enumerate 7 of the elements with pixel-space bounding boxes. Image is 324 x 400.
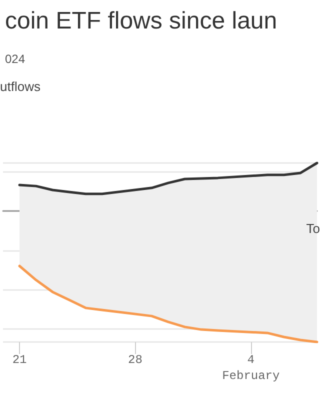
annotation: To — [306, 221, 320, 236]
x-tick-label: 28 — [128, 353, 142, 367]
text: utflows — [0, 79, 41, 94]
x-tick-label: 21 — [12, 353, 27, 367]
x-tick-label: 4 February — [222, 353, 280, 383]
chart-title: coin ETF flows since laun — [5, 8, 278, 34]
chart-subtitle: 024 — [5, 52, 26, 66]
